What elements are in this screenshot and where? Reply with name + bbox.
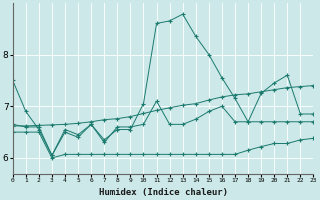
X-axis label: Humidex (Indice chaleur): Humidex (Indice chaleur) bbox=[99, 188, 228, 197]
